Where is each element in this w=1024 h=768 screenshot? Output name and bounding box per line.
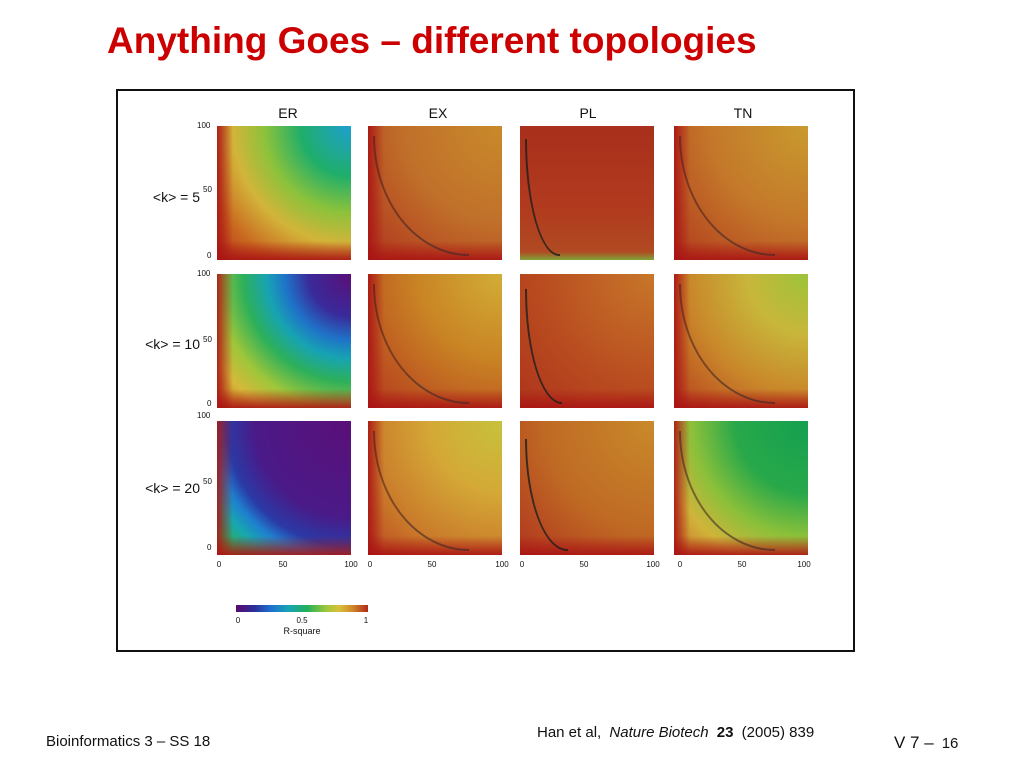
heatmap-panel-er-k5 bbox=[217, 126, 351, 260]
heatmap-panel-ex-k20 bbox=[368, 421, 502, 555]
row-label-k10: <k> = 10 bbox=[145, 336, 200, 352]
y-tick: 0 bbox=[207, 251, 212, 260]
citation-authors: Han et al, bbox=[537, 724, 602, 741]
x-tick: 50 bbox=[427, 560, 437, 569]
colorbar bbox=[236, 605, 368, 612]
heatmap-panel-pl-k20 bbox=[520, 421, 654, 555]
heatmap-panel-tn-k10 bbox=[674, 274, 808, 408]
heatmap-figure: ER EX PL TN <k> = 5 <k> = 10 <k> = 20 10… bbox=[116, 89, 855, 652]
row-label-k5: <k> = 5 bbox=[152, 189, 200, 205]
citation-year-pages: (2005) 839 bbox=[741, 724, 815, 741]
y-tick: 50 bbox=[203, 477, 212, 486]
y-tick: 0 bbox=[207, 543, 212, 552]
heatmap-panel-tn-k5 bbox=[674, 126, 808, 260]
x-tick: 0 bbox=[216, 560, 222, 569]
x-tick: 50 bbox=[737, 560, 747, 569]
course-footer: Bioinformatics 3 – SS 18 bbox=[46, 733, 211, 750]
heatmap-panel-pl-k10 bbox=[520, 274, 654, 408]
colorbar-tick: 0.5 bbox=[296, 616, 308, 625]
y-tick: 50 bbox=[203, 335, 212, 344]
y-tick: 50 bbox=[203, 185, 212, 194]
x-tick: 50 bbox=[579, 560, 589, 569]
row-label-k20: <k> = 20 bbox=[145, 480, 200, 496]
heatmap-panel-er-k20 bbox=[217, 421, 351, 555]
colorbar-label: R-square bbox=[283, 626, 321, 636]
slide-ref: V 7 – bbox=[894, 733, 934, 752]
heatmap-panel-ex-k5 bbox=[368, 126, 502, 260]
column-header-pl: PL bbox=[579, 105, 597, 121]
x-tick: 0 bbox=[677, 560, 683, 569]
colorbar-tick: 0 bbox=[235, 616, 241, 625]
x-tick: 100 bbox=[495, 560, 509, 569]
y-tick: 0 bbox=[207, 399, 212, 408]
heatmap-panel-tn-k20 bbox=[674, 421, 808, 555]
x-tick: 0 bbox=[367, 560, 373, 569]
column-header-tn: TN bbox=[733, 105, 753, 121]
x-tick: 100 bbox=[797, 560, 811, 569]
colorbar-tick: 1 bbox=[363, 616, 369, 625]
heatmap-panel-er-k10 bbox=[217, 274, 351, 408]
x-tick: 0 bbox=[519, 560, 525, 569]
y-tick: 100 bbox=[197, 269, 211, 278]
heatmap-panel-pl-k5 bbox=[520, 126, 654, 260]
column-header-ex: EX bbox=[428, 105, 448, 121]
x-tick: 50 bbox=[278, 560, 288, 569]
x-tick: 100 bbox=[344, 560, 358, 569]
y-tick: 100 bbox=[197, 411, 211, 420]
page-number: 16 bbox=[941, 735, 959, 752]
citation: Han et al, Nature Biotech 23 (2005) 839 bbox=[537, 724, 814, 741]
x-tick: 100 bbox=[646, 560, 660, 569]
slide-number: V 7 – 16 bbox=[894, 733, 958, 753]
slide-title: Anything Goes – different topologies bbox=[107, 20, 757, 61]
citation-volume: 23 bbox=[716, 724, 734, 741]
column-header-er: ER bbox=[278, 105, 298, 121]
heatmap-panel-ex-k10 bbox=[368, 274, 502, 408]
citation-journal: Nature Biotech bbox=[609, 724, 709, 741]
y-tick: 100 bbox=[197, 121, 211, 130]
